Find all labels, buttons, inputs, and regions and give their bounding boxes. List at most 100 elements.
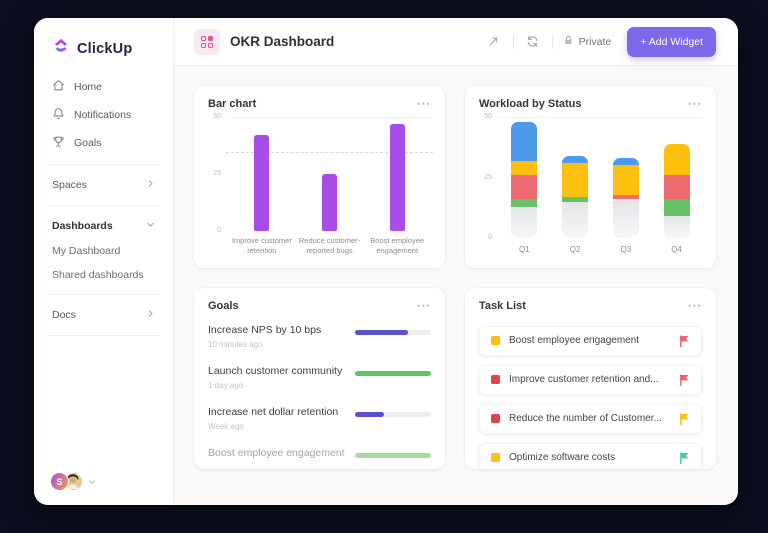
y-tick-label: 0 xyxy=(488,234,492,242)
dashboard-grid-icon xyxy=(194,28,220,55)
docs-label: Docs xyxy=(52,309,76,321)
task-status-icon[interactable] xyxy=(491,414,500,423)
avatar[interactable] xyxy=(64,472,83,491)
sidebar-section-docs[interactable]: Docs xyxy=(34,302,173,328)
bar-2[interactable] xyxy=(321,174,337,231)
widget-menu-icon[interactable]: ••• xyxy=(688,300,702,311)
segment-blue xyxy=(511,121,538,161)
sidebar-item-label: Notifications xyxy=(74,109,132,121)
stacked-bar-q4[interactable] xyxy=(663,143,690,239)
task-status-icon[interactable] xyxy=(491,453,500,462)
priority-flag-icon[interactable] xyxy=(679,373,690,386)
main-area: OKR Dashboard Private + Add Widget xyxy=(174,18,738,505)
goal-info: Increase NPS by 10 bps 10 minutes ago xyxy=(208,324,355,349)
stacked-bar-q3[interactable] xyxy=(612,158,639,239)
goal-title: Boost employee engagement xyxy=(208,446,345,459)
y-tick-label: 50 xyxy=(484,113,492,120)
task-row[interactable]: Boost employee engagement xyxy=(479,325,702,356)
average-line xyxy=(226,152,433,154)
task-label: Optimize software costs xyxy=(509,452,616,463)
clickup-logo-text: ClickUp xyxy=(77,40,133,57)
sidebar-item-label: Home xyxy=(74,81,103,93)
goal-timestamp: 10 minutes ago xyxy=(208,339,263,349)
goal-row[interactable]: Increase net dollar retention Week ago xyxy=(208,398,431,439)
goal-progress-fill xyxy=(355,370,431,376)
sidebar-section-dashboards[interactable]: Dashboards xyxy=(34,213,173,239)
sidebar-item-my-dashboard[interactable]: My Dashboard xyxy=(52,245,121,257)
y-tick-label: 25 xyxy=(213,170,221,177)
task-list: Boost employee engagement Improve custome… xyxy=(479,317,702,469)
priority-flag-icon[interactable] xyxy=(679,412,690,425)
sidebar-item-home[interactable]: Home xyxy=(34,73,173,101)
priority-flag-icon[interactable] xyxy=(679,334,690,347)
sidebar-item-notifications[interactable]: Notifications xyxy=(34,101,173,129)
dashboard-header: OKR Dashboard Private + Add Widget xyxy=(174,18,738,66)
clickup-logo[interactable]: ClickUp xyxy=(34,33,173,73)
widget-task-list: Task List ••• Boost employee engagement I… xyxy=(465,287,716,469)
goal-info: Boost employee engagement xyxy=(208,447,355,470)
goal-row[interactable]: Increase NPS by 10 bps 10 minutes ago xyxy=(208,316,431,357)
category-label: Q4 xyxy=(671,245,682,255)
priority-flag-icon[interactable] xyxy=(679,451,690,464)
sidebar-divider xyxy=(47,294,160,295)
widget-menu-icon[interactable]: ••• xyxy=(417,99,431,109)
stacked-bar-q1[interactable] xyxy=(511,121,538,239)
task-row[interactable]: Optimize software costs xyxy=(479,442,702,469)
segment-gray xyxy=(511,206,538,239)
segment-blue xyxy=(562,155,589,164)
bar-group xyxy=(228,117,431,231)
segment-yellow xyxy=(612,165,639,195)
goal-progress-fill xyxy=(355,329,409,335)
chevron-down-icon xyxy=(88,473,96,491)
stacked-chart-plot xyxy=(499,117,702,239)
goal-info: Increase net dollar retention Week ago xyxy=(208,406,355,431)
segment-red xyxy=(663,175,690,200)
avatar[interactable]: S xyxy=(50,472,69,491)
segment-red xyxy=(511,175,538,200)
segment-blue xyxy=(612,158,639,166)
task-label: Boost employee engagement xyxy=(509,335,640,346)
sidebar-divider xyxy=(47,205,160,206)
goal-timestamp: Week ago xyxy=(208,421,244,431)
sidebar-item-shared-dashboards[interactable]: Shared dashboards xyxy=(52,269,144,281)
stacked-bar-q2[interactable] xyxy=(562,155,589,239)
add-widget-button[interactable]: + Add Widget xyxy=(627,26,716,57)
expand-icon[interactable] xyxy=(485,33,503,51)
sidebar-divider xyxy=(47,164,160,165)
sidebar: ClickUp Home Notifications Goals Spaces xyxy=(34,18,174,505)
goal-title: Launch customer community xyxy=(208,364,343,377)
sidebar-item-goals[interactable]: Goals xyxy=(34,129,173,157)
privacy-control[interactable]: Private xyxy=(563,35,611,49)
segment-gray xyxy=(562,201,589,239)
header-divider xyxy=(551,34,553,49)
widget-menu-icon[interactable]: ••• xyxy=(417,300,431,311)
bar-1[interactable] xyxy=(254,135,270,231)
task-row[interactable]: Reduce the number of Customer... xyxy=(479,403,702,434)
segment-green xyxy=(562,196,589,202)
bar-3[interactable] xyxy=(389,123,405,231)
goal-row[interactable]: Boost employee engagement xyxy=(208,439,431,470)
user-menu[interactable]: S xyxy=(34,462,173,505)
segment-red xyxy=(612,194,639,200)
goal-row[interactable]: Launch customer community 1 day ago xyxy=(208,357,431,398)
goal-progress-bar xyxy=(355,329,431,335)
category-label: Q2 xyxy=(569,245,581,255)
task-label: Improve customer retention and... xyxy=(509,374,659,385)
dashboard-grid: Bar chart ••• 0 25 50 Improve customer ret… xyxy=(174,66,738,505)
goal-info: Launch customer community 1 day ago xyxy=(208,365,355,390)
y-axis: 0 25 50 xyxy=(208,113,228,234)
page-title: OKR Dashboard xyxy=(230,34,335,49)
chevron-down-icon xyxy=(146,220,155,232)
widget-menu-icon[interactable]: ••• xyxy=(688,99,702,109)
task-row[interactable]: Improve customer retention and... xyxy=(479,364,702,395)
widget-title: Goals xyxy=(208,299,239,312)
goal-title: Increase NPS by 10 bps xyxy=(208,323,322,336)
segment-yellow xyxy=(663,143,690,176)
task-status-icon[interactable] xyxy=(491,336,500,345)
task-status-icon[interactable] xyxy=(491,375,500,384)
sidebar-divider xyxy=(47,335,160,336)
sidebar-section-spaces[interactable]: Spaces xyxy=(34,172,173,198)
goals-list: Increase NPS by 10 bps 10 minutes ago Laun… xyxy=(208,316,431,470)
segment-green xyxy=(511,199,538,207)
refresh-icon[interactable] xyxy=(524,33,542,51)
